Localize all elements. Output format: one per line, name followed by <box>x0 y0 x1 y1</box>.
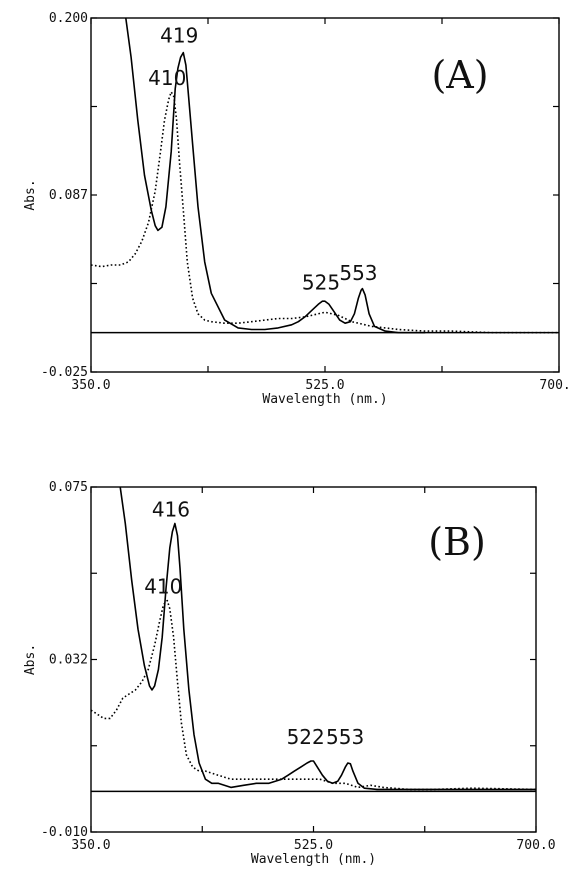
dotted-spectrum-line <box>90 91 559 334</box>
panel-label: (B) <box>428 520 486 564</box>
y-axis-label: Abs. <box>23 179 38 210</box>
peak-label: 416 <box>152 498 190 522</box>
solid-spectrum-line <box>125 17 426 334</box>
peak-label: 419 <box>160 23 198 47</box>
y-tick-label: 0.087 <box>49 188 88 203</box>
x-tick-label: 700.0 <box>539 378 569 393</box>
peak-label: 553 <box>326 725 364 749</box>
panel-label: (A) <box>431 53 488 97</box>
y-tick-label: 0.075 <box>49 480 88 495</box>
peak-label: 410 <box>148 66 186 90</box>
y-tick-label: 0.200 <box>49 11 88 26</box>
x-tick-label: 700.0 <box>516 838 555 853</box>
peak-label: 553 <box>339 261 377 285</box>
y-axis-label: Abs. <box>23 644 38 675</box>
x-tick-label: 525.0 <box>305 378 344 393</box>
peak-label: 525 <box>302 270 340 294</box>
x-tick-label: 350.0 <box>71 378 110 393</box>
y-tick-label: -0.010 <box>41 825 88 840</box>
peak-label: 522 <box>287 725 325 749</box>
y-tick-label: -0.025 <box>41 365 88 380</box>
x-axis-label: Wavelength (nm.) <box>262 392 387 407</box>
x-tick-label: 525.0 <box>294 838 333 853</box>
x-axis-label: Wavelength (nm.) <box>251 852 376 867</box>
solid-spectrum-line <box>119 486 536 791</box>
y-tick-label: 0.032 <box>49 653 88 668</box>
peak-label: 410 <box>144 575 182 599</box>
x-tick-label: 350.0 <box>71 838 110 853</box>
